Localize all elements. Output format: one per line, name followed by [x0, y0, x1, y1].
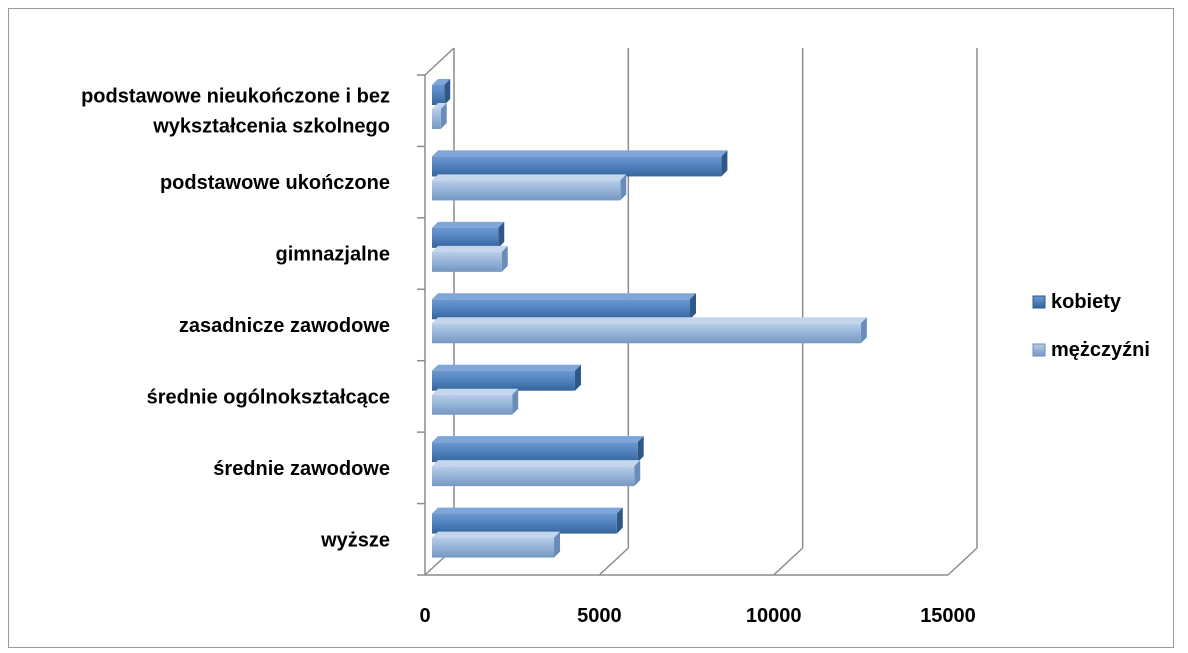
bar-top-face — [432, 245, 508, 252]
bar-top-face — [432, 150, 728, 157]
x-tick-label: 5000 — [577, 605, 622, 627]
floor-line — [598, 547, 629, 576]
legend-swatch — [1032, 295, 1046, 309]
labels-layer: podstawowe nieukończone i bez wykształcen… — [81, 86, 976, 627]
legend-label: kobiety — [1051, 291, 1122, 313]
bar-front-face — [432, 323, 861, 344]
bar-top-face — [432, 460, 641, 467]
category-label: zasadnicze zawodowe — [179, 315, 390, 337]
bar-mężczyźni — [432, 460, 641, 487]
bar-side-face — [501, 245, 508, 272]
bar-top-face — [432, 531, 561, 538]
bar-front-face — [432, 180, 621, 201]
x-tick-label: 10000 — [746, 605, 802, 627]
bar-kobiety — [432, 507, 623, 534]
bar-front-face — [432, 227, 499, 248]
bar-front-face — [432, 85, 445, 105]
bar-top-face — [432, 293, 697, 300]
category-label: średnie zawodowe — [213, 458, 390, 480]
bar-kobiety — [432, 436, 644, 463]
bar-side-face — [574, 364, 581, 391]
bar-side-face — [721, 150, 728, 177]
category-label: gimnazjalne — [276, 244, 390, 266]
bar-mężczyźni — [432, 317, 867, 344]
legend: kobiety mężczyźni — [1032, 291, 1150, 361]
bar-top-face — [432, 507, 623, 514]
bar-side-face — [440, 103, 447, 129]
bar-side-face — [512, 388, 519, 415]
bar-front-face — [432, 537, 555, 558]
bar-front-face — [432, 156, 722, 177]
bar-front-face — [432, 109, 441, 129]
bar-side-face — [860, 317, 867, 344]
bars-layer — [432, 79, 867, 558]
bar-top-face — [432, 364, 581, 371]
bar-side-face — [554, 531, 561, 558]
legend-swatch — [1032, 343, 1046, 357]
bar-front-face — [432, 299, 691, 320]
category-label: wykształcenia szkolnego — [152, 116, 390, 138]
bar-mężczyźni — [432, 103, 447, 129]
bar-side-face — [690, 293, 697, 320]
bar-mężczyźni — [432, 388, 519, 415]
wall-top-line — [424, 47, 455, 76]
bar-front-face — [432, 394, 513, 415]
bar-side-face — [620, 174, 627, 201]
x-tick-label: 15000 — [920, 605, 976, 627]
bar-front-face — [432, 442, 638, 463]
bar-top-face — [432, 174, 627, 181]
bar-mężczyźni — [432, 174, 627, 201]
category-label: podstawowe ukończone — [160, 172, 390, 194]
bar-mężczyźni — [432, 531, 561, 558]
category-label: wyższe — [320, 529, 390, 551]
legend-label: mężczyźni — [1051, 339, 1150, 361]
bar-side-face — [634, 460, 641, 487]
bar-top-face — [432, 79, 451, 85]
bar-front-face — [432, 466, 635, 487]
bar-side-face — [444, 79, 451, 105]
bar-side-face — [498, 221, 505, 248]
bar-front-face — [432, 251, 502, 272]
bar-mężczyźni — [432, 245, 508, 272]
bar-top-face — [432, 436, 644, 443]
bar-top-face — [432, 103, 447, 109]
x-tick-label: 0 — [419, 605, 430, 627]
bar-kobiety — [432, 364, 581, 391]
bar-side-face — [637, 436, 644, 463]
bar-top-face — [432, 317, 867, 324]
bar-top-face — [432, 221, 505, 228]
category-label: średnie ogólnokształcące — [147, 386, 390, 408]
bar-kobiety — [432, 150, 728, 177]
floor-line — [773, 547, 804, 576]
bar-kobiety — [432, 221, 505, 248]
bar-side-face — [616, 507, 623, 534]
bar-top-face — [432, 388, 519, 395]
bar-kobiety — [432, 79, 451, 105]
floor-line — [947, 547, 978, 576]
category-label: podstawowe nieukończone i bez — [81, 86, 390, 108]
bar-front-face — [432, 513, 617, 534]
bar-front-face — [432, 370, 575, 391]
bar-kobiety — [432, 293, 697, 320]
